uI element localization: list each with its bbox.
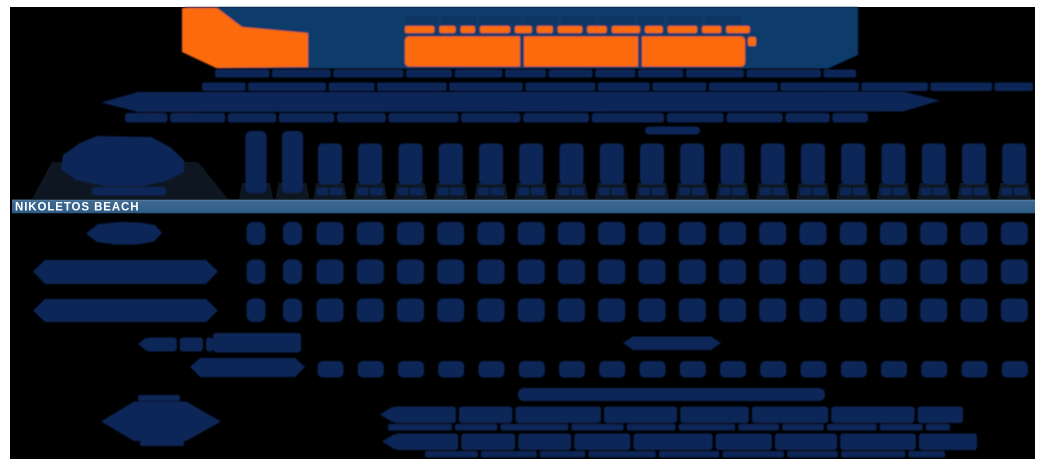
svg-text:NIKOLETOS BEACH: NIKOLETOS BEACH xyxy=(15,201,139,213)
